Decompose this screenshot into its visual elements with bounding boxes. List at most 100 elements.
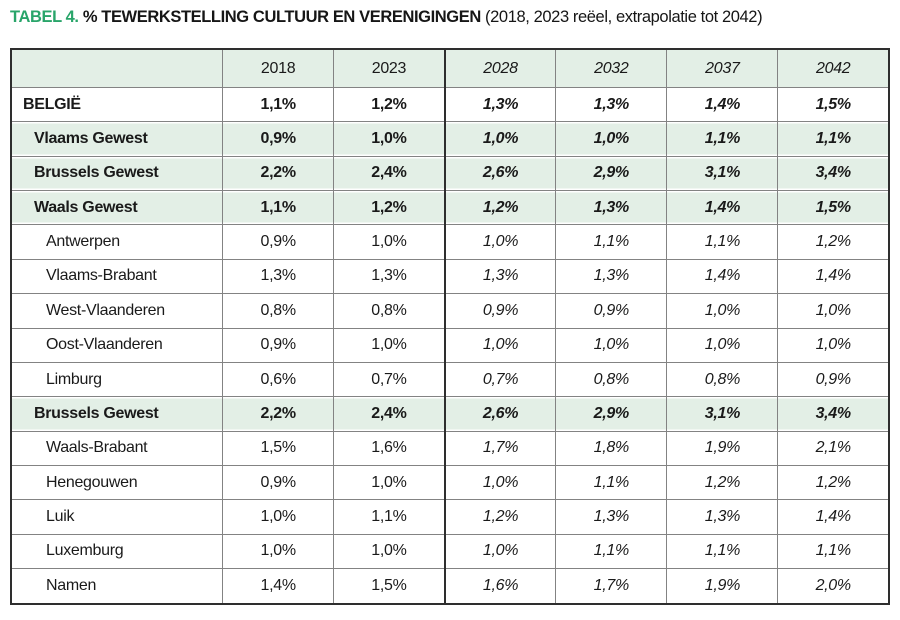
value-cell: 1,0% (777, 327, 890, 363)
value-cell: 1,0% (444, 121, 557, 157)
value-cell: 1,5% (777, 190, 890, 226)
row-label: Limburg (10, 361, 224, 398)
value-cell: 1,0% (444, 224, 557, 260)
table-row: Brussels Gewest 2,2% 2,4% 2,6% 2,9% 3,1% 3,4% (10, 396, 890, 432)
value-cell: 1,5% (222, 430, 335, 466)
value-cell: 0,9% (555, 293, 668, 329)
column-header-2032: 2032 (555, 48, 668, 88)
table-header: 2018 2023 2028 2032 2037 2042 (10, 48, 890, 88)
value-cell: 2,4% (333, 155, 446, 192)
value-cell: 1,4% (666, 258, 779, 295)
value-cell: 2,1% (777, 430, 890, 466)
table-row: BELGIË 1,1% 1,2% 1,3% 1,3% 1,4% 1,5% (10, 86, 890, 123)
value-cell: 2,9% (555, 396, 668, 432)
value-cell: 1,0% (222, 499, 335, 535)
row-label: Luxemburg (10, 533, 224, 570)
table-row: Waals Gewest 1,1% 1,2% 1,2% 1,3% 1,4% 1,5% (10, 190, 890, 226)
page-title: % TEWERKSTELLING CULTUUR EN VERENIGINGEN (82, 8, 481, 26)
value-cell: 1,3% (444, 258, 557, 295)
row-label: Antwerpen (10, 224, 224, 260)
value-cell: 0,6% (222, 361, 335, 398)
value-cell: 1,0% (333, 121, 446, 157)
value-cell: 1,5% (333, 568, 446, 605)
value-cell: 2,0% (777, 568, 890, 605)
value-cell: 0,9% (222, 121, 335, 157)
column-header-2042: 2042 (777, 48, 890, 88)
table-row: West-Vlaanderen 0,8% 0,8% 0,9% 0,9% 1,0% 1,0% (10, 293, 890, 329)
table-row: Limburg 0,6% 0,7% 0,7% 0,8% 0,8% 0,9% (10, 361, 890, 398)
value-cell: 1,9% (666, 568, 779, 605)
value-cell: 1,0% (333, 464, 446, 501)
value-cell: 1,6% (444, 568, 557, 605)
value-cell: 3,1% (666, 396, 779, 432)
value-cell: 1,2% (333, 190, 446, 226)
value-cell: 0,9% (222, 224, 335, 260)
row-label: Namen (10, 568, 224, 605)
row-label: Brussels Gewest (10, 155, 224, 192)
value-cell: 1,1% (222, 86, 335, 123)
value-cell: 0,7% (333, 361, 446, 398)
table-row: Henegouwen 0,9% 1,0% 1,0% 1,1% 1,2% 1,2% (10, 464, 890, 501)
value-cell: 1,1% (555, 464, 668, 501)
value-cell: 0,8% (222, 293, 335, 329)
value-cell: 1,4% (666, 86, 779, 123)
value-cell: 1,4% (222, 568, 335, 605)
value-cell: 1,3% (555, 190, 668, 226)
row-label: Oost-Vlaanderen (10, 327, 224, 363)
value-cell: 0,9% (222, 464, 335, 501)
value-cell: 1,0% (444, 464, 557, 501)
row-label: Brussels Gewest (10, 396, 224, 432)
value-cell: 1,1% (777, 121, 890, 157)
table-row: Oost-Vlaanderen 0,9% 1,0% 1,0% 1,0% 1,0% 1,0% (10, 327, 890, 363)
value-cell: 0,8% (555, 361, 668, 398)
row-label: Vlaams Gewest (10, 121, 224, 157)
value-cell: 1,4% (777, 499, 890, 535)
value-cell: 1,1% (555, 533, 668, 570)
column-header-2037: 2037 (666, 48, 779, 88)
row-label: West-Vlaanderen (10, 293, 224, 329)
value-cell: 1,7% (555, 568, 668, 605)
column-header-2023: 2023 (333, 48, 446, 88)
value-cell: 1,0% (555, 327, 668, 363)
value-cell: 1,0% (666, 293, 779, 329)
value-cell: 1,2% (333, 86, 446, 123)
value-cell: 1,3% (222, 258, 335, 295)
value-cell: 1,1% (666, 533, 779, 570)
value-cell: 1,2% (666, 464, 779, 501)
value-cell: 1,2% (777, 224, 890, 260)
value-cell: 1,4% (666, 190, 779, 226)
row-label: Henegouwen (10, 464, 224, 501)
value-cell: 1,7% (444, 430, 557, 466)
value-cell: 3,4% (777, 396, 890, 432)
value-cell: 2,6% (444, 155, 557, 192)
value-cell: 1,2% (444, 190, 557, 226)
table-row: Namen 1,4% 1,5% 1,6% 1,7% 1,9% 2,0% (10, 568, 890, 605)
value-cell: 1,0% (444, 533, 557, 570)
row-label: Waals Gewest (10, 190, 224, 226)
value-cell: 1,0% (222, 533, 335, 570)
value-cell: 2,4% (333, 396, 446, 432)
value-cell: 0,7% (444, 361, 557, 398)
table-row: Luik 1,0% 1,1% 1,2% 1,3% 1,3% 1,4% (10, 499, 890, 535)
value-cell: 2,2% (222, 155, 335, 192)
value-cell: 1,8% (555, 430, 668, 466)
row-label: Vlaams-Brabant (10, 258, 224, 295)
value-cell: 0,8% (333, 293, 446, 329)
table-row: Waals-Brabant 1,5% 1,6% 1,7% 1,8% 1,9% 2,1% (10, 430, 890, 466)
corner-cell (10, 48, 224, 88)
value-cell: 0,9% (777, 361, 890, 398)
value-cell: 0,8% (666, 361, 779, 398)
table-row: Brussels Gewest 2,2% 2,4% 2,6% 2,9% 3,1% 3,4% (10, 155, 890, 192)
value-cell: 3,4% (777, 155, 890, 192)
table-row: Antwerpen 0,9% 1,0% 1,0% 1,1% 1,1% 1,2% (10, 224, 890, 260)
value-cell: 0,9% (444, 293, 557, 329)
value-cell: 3,1% (666, 155, 779, 192)
value-cell: 1,3% (444, 86, 557, 123)
value-cell: 1,9% (666, 430, 779, 466)
column-header-2018: 2018 (222, 48, 335, 88)
table-number-label: TABEL 4. (10, 8, 79, 26)
value-cell: 1,1% (333, 499, 446, 535)
table-row: Luxemburg 1,0% 1,0% 1,0% 1,1% 1,1% 1,1% (10, 533, 890, 570)
value-cell: 1,1% (777, 533, 890, 570)
value-cell: 2,2% (222, 396, 335, 432)
